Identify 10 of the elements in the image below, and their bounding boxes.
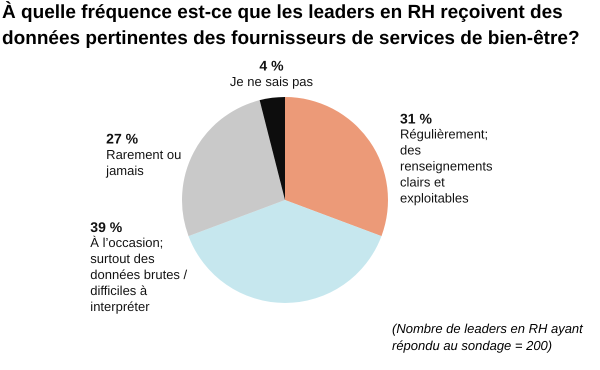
data-label: 39 % xyxy=(90,218,123,235)
slice-label: Rarement ou jamais xyxy=(105,146,182,178)
data-label: 27 % xyxy=(106,130,139,147)
slice-label: Régulièrement; des renseignements clairs et exploitables xyxy=(400,126,493,206)
data-label: 4 % xyxy=(259,58,284,74)
slice-label: Je ne sais pas xyxy=(230,74,314,89)
text: (Nombre de leaders en RH ayant répondu au sondage = 200) xyxy=(392,320,584,354)
data-label: 31 % xyxy=(400,110,432,127)
chart-title: À quelle fréquence est-ce que les leaders en RH reçoivent des données pertinentes des fournisseurs de services de bien-être? xyxy=(2,0,581,51)
slice-label: À l’occasion; surtout des données brutes / difficiles à interpréter xyxy=(90,235,188,314)
